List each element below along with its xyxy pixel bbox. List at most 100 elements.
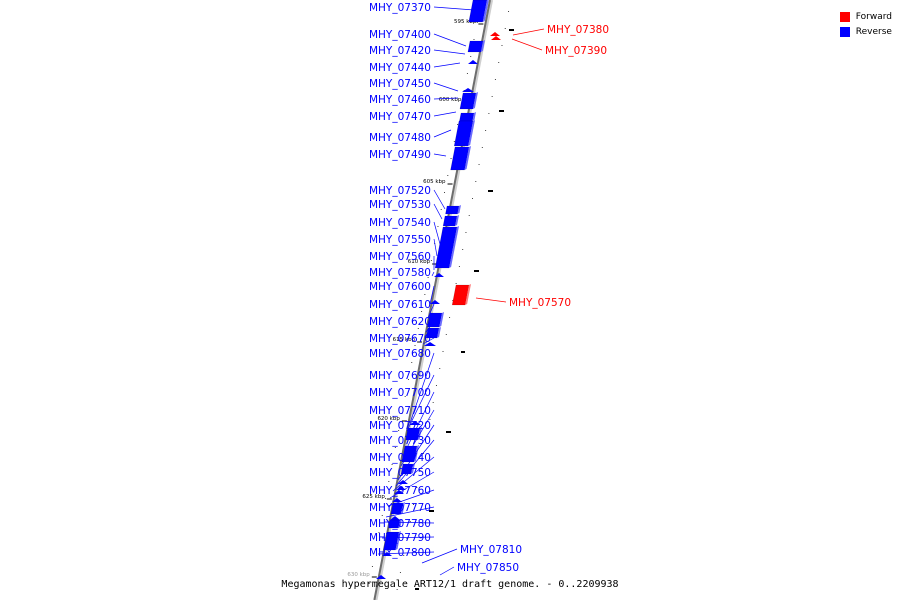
leader-line (383, 521, 435, 524)
gene-block-reverse (434, 226, 459, 269)
minor-tick (404, 396, 406, 397)
gene-label-forward: MHY_07570 (509, 297, 571, 309)
minor-tick (494, 79, 496, 80)
minor-tick (498, 62, 500, 63)
minor-tick (388, 481, 390, 482)
gene-label-reverse: MHY_07520 (369, 185, 431, 197)
leader-line (422, 337, 435, 345)
minor-tick (409, 521, 411, 522)
leader-line (512, 28, 545, 36)
gene-block-reverse (442, 215, 459, 227)
minor-tick (473, 39, 475, 40)
gene-arrow-reverse (390, 516, 400, 520)
gene-label-reverse: MHY_07720 (369, 420, 431, 432)
minor-tick (437, 226, 439, 227)
minor-tick (447, 175, 449, 176)
leader-line (439, 566, 455, 576)
gene-arrow-reverse (396, 486, 406, 490)
minor-tick (427, 277, 429, 278)
leader-line (397, 424, 435, 481)
minor-tick (413, 504, 415, 505)
minor-tick (417, 328, 419, 329)
leader-line (381, 536, 435, 539)
gene-label-reverse: MHY_07700 (369, 387, 431, 399)
minor-tick (476, 22, 478, 23)
label-leader-lines (377, 6, 545, 576)
minor-tick (450, 158, 452, 159)
tick-label: 610 kbp (408, 259, 431, 265)
leader-line (433, 129, 452, 138)
gene-block-reverse (426, 312, 444, 328)
gene-block-reverse (445, 205, 461, 215)
minor-tick (381, 515, 383, 516)
gene-label-reverse: MHY_07480 (369, 132, 431, 144)
gene-label-reverse: MHY_07490 (369, 149, 431, 161)
forward-swatch (839, 11, 850, 22)
minor-tick (468, 215, 470, 216)
minor-tick (424, 294, 426, 295)
gene-arrow-reverse (424, 342, 436, 346)
leader-line (433, 33, 467, 47)
minor-tick (466, 73, 468, 74)
scale-dash (415, 588, 419, 590)
leader-line (395, 439, 435, 487)
leader-line (421, 548, 458, 564)
gene-arrow-reverse (409, 421, 421, 425)
minor-tick (368, 583, 370, 584)
gene-label-reverse: MHY_07670 (369, 333, 431, 345)
gene-label-reverse: MHY_07800 (369, 547, 431, 559)
gene-label-reverse: MHY_07760 (369, 485, 431, 497)
minor-tick (396, 589, 398, 590)
minor-tick (375, 549, 377, 550)
gene-label-reverse: MHY_07400 (369, 29, 431, 41)
gene-arrow-reverse (462, 88, 474, 92)
scale-dash (499, 110, 504, 112)
minor-tick (478, 164, 480, 165)
minor-tick (445, 334, 447, 335)
gene-label-reverse: MHY_07790 (369, 532, 431, 544)
minor-tick (470, 56, 472, 57)
gene-label-reverse: MHY_07370 (369, 2, 431, 14)
minor-tick (458, 266, 460, 267)
minor-tick (463, 90, 465, 91)
gene-label-reverse: MHY_07730 (369, 435, 431, 447)
gene-label-reverse: MHY_07620 (369, 316, 431, 328)
legend: Forward Reverse (839, 9, 892, 39)
leader-line (475, 297, 507, 303)
gene-block-reverse (467, 40, 485, 53)
leader-line (433, 62, 461, 68)
minor-tick (444, 192, 446, 193)
minor-tick (491, 96, 493, 97)
gene-labels: MHY_07370 MHY_07400 MHY_07420 MHY_07440 MHY_… (369, 2, 609, 574)
leader-line (403, 391, 435, 455)
gene-label-forward: MHY_07390 (545, 45, 607, 57)
leader-line (433, 6, 475, 11)
gene-arrow-reverse (394, 490, 404, 494)
gene-arrow-reverse (468, 60, 478, 64)
minor-tick (429, 419, 431, 420)
scale-dash (461, 351, 465, 353)
gene-label-forward: MHY_07380 (547, 24, 609, 36)
minor-tick (398, 430, 400, 431)
leader-line (433, 97, 459, 100)
leader-line (433, 153, 447, 157)
gene-label-reverse: MHY_07770 (369, 502, 431, 514)
gene-label-reverse: MHY_07600 (369, 281, 431, 293)
minor-tick (406, 538, 408, 539)
legend-reverse: Reverse (839, 24, 892, 39)
minor-tick (508, 11, 510, 12)
gene-block-reverse (459, 112, 476, 122)
gene-label-reverse: MHY_07680 (369, 348, 431, 360)
tick-label: 630 kbp (347, 572, 370, 578)
leader-line (406, 374, 435, 432)
minor-tick (457, 124, 459, 125)
minor-tick (371, 566, 373, 567)
legend-reverse-label: Reverse (855, 26, 892, 37)
leader-line (392, 456, 435, 492)
minor-tick (422, 453, 424, 454)
scale-dash (446, 431, 451, 433)
gene-label-reverse: MHY_07610 (369, 299, 431, 311)
leader-line (433, 82, 459, 92)
gene-block-forward (451, 284, 471, 306)
scale-dash (474, 270, 479, 272)
